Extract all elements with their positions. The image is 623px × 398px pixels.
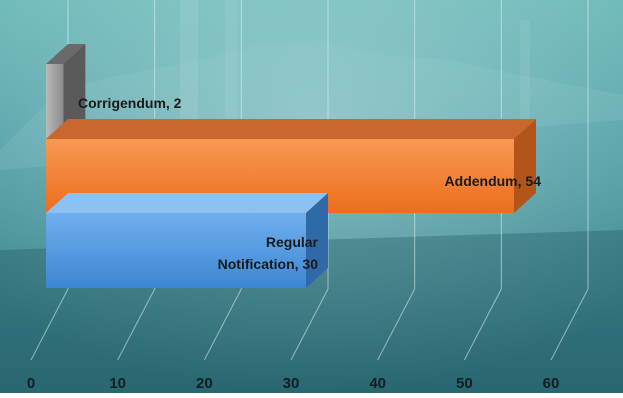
bar-regular-notification	[46, 213, 306, 288]
x-axis-ticks: 0 10 20 30 40 50 60	[27, 375, 560, 392]
floor-gridline-20	[203, 288, 242, 361]
x-tick-label-50: 50	[456, 375, 473, 392]
floor-gridline-40	[377, 288, 416, 361]
x-tick-label-30: 30	[283, 375, 300, 392]
data-label-addendum: Addendum, 54	[445, 173, 542, 189]
data-label-line: Regular	[266, 234, 319, 250]
x-tick-label-40: 40	[369, 375, 386, 392]
x-tick-label-10: 10	[109, 375, 126, 392]
data-label-line: Addendum, 54	[445, 173, 542, 189]
bar-top-regular-notification	[46, 193, 328, 213]
floor-gridline-30	[290, 288, 329, 361]
floor-gridline-10	[117, 288, 156, 361]
data-labels: Corrigendum, 2 Addendum, 54 Regular Notific…	[78, 95, 541, 272]
data-label-regular-notification: Regular Notification, 30	[218, 234, 319, 272]
bar-top-addendum	[46, 119, 536, 139]
data-label-corrigendum: Corrigendum, 2	[78, 95, 182, 111]
x-tick-label-20: 20	[196, 375, 213, 392]
x-tick-label-0: 0	[27, 375, 35, 392]
data-label-line: Notification, 30	[218, 256, 319, 272]
bar-side-regular-notification	[306, 193, 328, 288]
floor-gridline-0	[30, 288, 69, 361]
floor-gridline-50	[463, 288, 502, 361]
bar-side-addendum	[514, 119, 536, 213]
bar-corrigendum	[46, 64, 64, 139]
floor-gridline-60	[550, 288, 589, 361]
x-tick-label-60: 60	[543, 375, 560, 392]
bars	[46, 44, 536, 288]
data-label-line: Corrigendum, 2	[78, 95, 182, 111]
bar-top-corrigendum	[46, 44, 86, 64]
bar-side-corrigendum	[63, 44, 86, 139]
